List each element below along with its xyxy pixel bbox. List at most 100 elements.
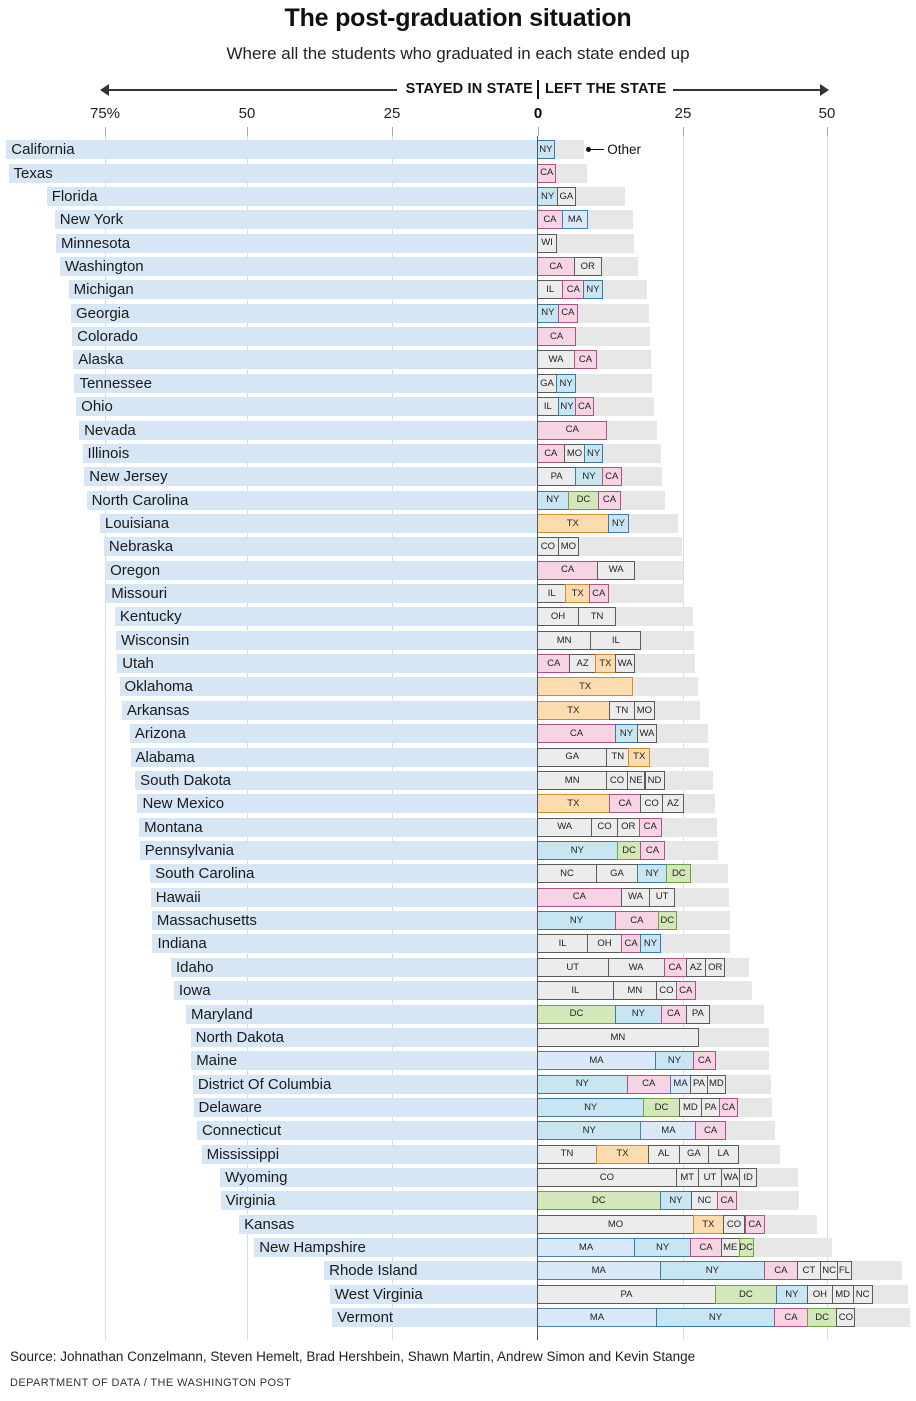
stayed-bar bbox=[86, 490, 538, 510]
destination-segment-label: OR bbox=[621, 821, 636, 833]
destination-segment-CO: CO bbox=[537, 1168, 677, 1188]
destination-segment-NY: NY bbox=[775, 1284, 808, 1304]
department-credit: DEPARTMENT OF DATA / THE WASHINGTON POST bbox=[10, 1377, 292, 1389]
stayed-bar bbox=[170, 957, 538, 977]
destination-segment-AL: AL bbox=[647, 1144, 680, 1164]
destination-segment-label: CA bbox=[624, 938, 638, 950]
destination-segment-label: CA bbox=[703, 1125, 718, 1137]
other-segment bbox=[608, 584, 685, 604]
destination-segment-label: MT bbox=[680, 1171, 695, 1183]
destination-segment-MN: MN bbox=[537, 770, 608, 790]
stayed-bar bbox=[137, 794, 538, 814]
stayed-bar bbox=[130, 747, 538, 767]
destination-segment-MO: MO bbox=[563, 443, 586, 463]
destination-segment-label: TN bbox=[590, 611, 604, 623]
destination-segment-IL: IL bbox=[537, 280, 564, 300]
state-label: Alaska bbox=[78, 351, 124, 369]
destination-segment-CA: CA bbox=[537, 654, 571, 674]
destination-segment-label: TX bbox=[616, 1148, 629, 1160]
stayed-bar bbox=[191, 1051, 538, 1071]
state-label: Minnesota bbox=[60, 234, 131, 252]
destination-segment-DC: DC bbox=[616, 841, 642, 860]
stayed-bar bbox=[220, 1191, 538, 1211]
gridline-0 bbox=[105, 136, 106, 1340]
destination-segment-label: NY bbox=[539, 143, 553, 155]
destination-segment-CA: CA bbox=[589, 584, 609, 604]
stayed-bar bbox=[46, 186, 538, 206]
destination-segment-label: MA bbox=[673, 1078, 688, 1090]
destination-segment-TX: TX bbox=[537, 677, 634, 697]
destination-segment-label: MD bbox=[708, 1078, 724, 1090]
destination-segment-label: ID bbox=[743, 1171, 753, 1183]
chart-title: The post-graduation situation bbox=[284, 4, 632, 32]
destination-segment-label: NY bbox=[559, 377, 573, 389]
destination-segment-label: IL bbox=[571, 984, 580, 996]
destination-segment-WA: WA bbox=[620, 887, 651, 907]
destination-segment-CA: CA bbox=[675, 981, 696, 1001]
stayed-bar bbox=[55, 233, 538, 253]
destination-segment-label: WA bbox=[639, 727, 655, 739]
state-label: Michigan bbox=[73, 281, 134, 299]
destination-segment-TN: TN bbox=[608, 700, 636, 720]
destination-segment-label: NY bbox=[643, 938, 658, 950]
destination-segment-NY: NY bbox=[537, 911, 617, 931]
destination-segment-CA: CA bbox=[557, 303, 578, 323]
destination-segment-CA: CA bbox=[573, 350, 597, 370]
destination-segment-label: CA bbox=[679, 984, 693, 996]
stayed-bar bbox=[59, 257, 538, 276]
destination-segment-TX: TX bbox=[537, 794, 610, 814]
state-label: Illinois bbox=[87, 444, 130, 462]
state-label: Missouri bbox=[111, 585, 168, 603]
stayed-bar bbox=[73, 350, 538, 370]
destination-segment-UT: UT bbox=[697, 1168, 723, 1188]
destination-segment-label: MD bbox=[835, 1288, 851, 1300]
other-segment bbox=[602, 280, 647, 300]
chart-subtitle: Where all the students who graduated in … bbox=[226, 44, 690, 63]
destination-segment-NY: NY bbox=[537, 186, 559, 206]
state-label: Nebraska bbox=[108, 538, 174, 556]
destination-segment-MA: MA bbox=[669, 1074, 692, 1094]
destination-segment-CO: CO bbox=[591, 817, 618, 837]
other-segment bbox=[660, 934, 731, 954]
destination-segment-label: NY bbox=[631, 1008, 645, 1020]
destination-segment-label: NY bbox=[560, 400, 574, 412]
stayed-bar bbox=[121, 700, 538, 720]
destination-segment-label: OH bbox=[812, 1288, 827, 1300]
stayed-bar bbox=[185, 1004, 538, 1024]
destination-segment-NY: NY bbox=[537, 303, 559, 323]
destination-segment-DC: DC bbox=[537, 1004, 617, 1024]
destination-segment-CA: CA bbox=[575, 397, 595, 417]
destination-segment-CT: CT bbox=[796, 1261, 822, 1281]
destination-segment-label: PA bbox=[693, 1078, 706, 1090]
state-label: Vermont bbox=[337, 1309, 394, 1327]
state-label: South Dakota bbox=[140, 771, 232, 789]
destination-segment-MD: MD bbox=[706, 1074, 726, 1094]
destination-segment-label: NY bbox=[785, 1288, 799, 1300]
other-segment bbox=[579, 537, 682, 557]
other-segment bbox=[657, 724, 708, 744]
destination-segment-CA: CA bbox=[626, 1074, 671, 1094]
destination-segment-label: CA bbox=[605, 470, 619, 482]
destination-segment-label: IL bbox=[546, 284, 555, 296]
other-segment bbox=[691, 864, 729, 884]
destination-segment-label: MO bbox=[560, 541, 577, 553]
destination-segment-FL: FL bbox=[836, 1261, 852, 1281]
destination-segment-CA: CA bbox=[537, 327, 577, 347]
tick-label-1: 50 bbox=[238, 105, 256, 122]
state-label: Alabama bbox=[135, 748, 195, 766]
destination-segment-TX: TX bbox=[594, 654, 617, 674]
stayed-bar bbox=[129, 724, 538, 744]
destination-segment-label: TN bbox=[615, 704, 629, 716]
destination-segment-NY: NY bbox=[575, 467, 603, 487]
destination-segment-CA: CA bbox=[608, 794, 642, 814]
destination-segment-label: CO bbox=[609, 774, 625, 786]
stayed-bar bbox=[68, 280, 538, 300]
destination-segment-CA: CA bbox=[693, 1051, 716, 1071]
destination-segment-MN: MN bbox=[537, 1027, 699, 1047]
tick-mark-5 bbox=[827, 127, 828, 136]
destination-segment-label: NC bbox=[560, 868, 574, 880]
stayed-bar bbox=[190, 1027, 538, 1047]
stayed-bar bbox=[139, 817, 538, 837]
destination-segment-label: CA bbox=[642, 1078, 656, 1090]
